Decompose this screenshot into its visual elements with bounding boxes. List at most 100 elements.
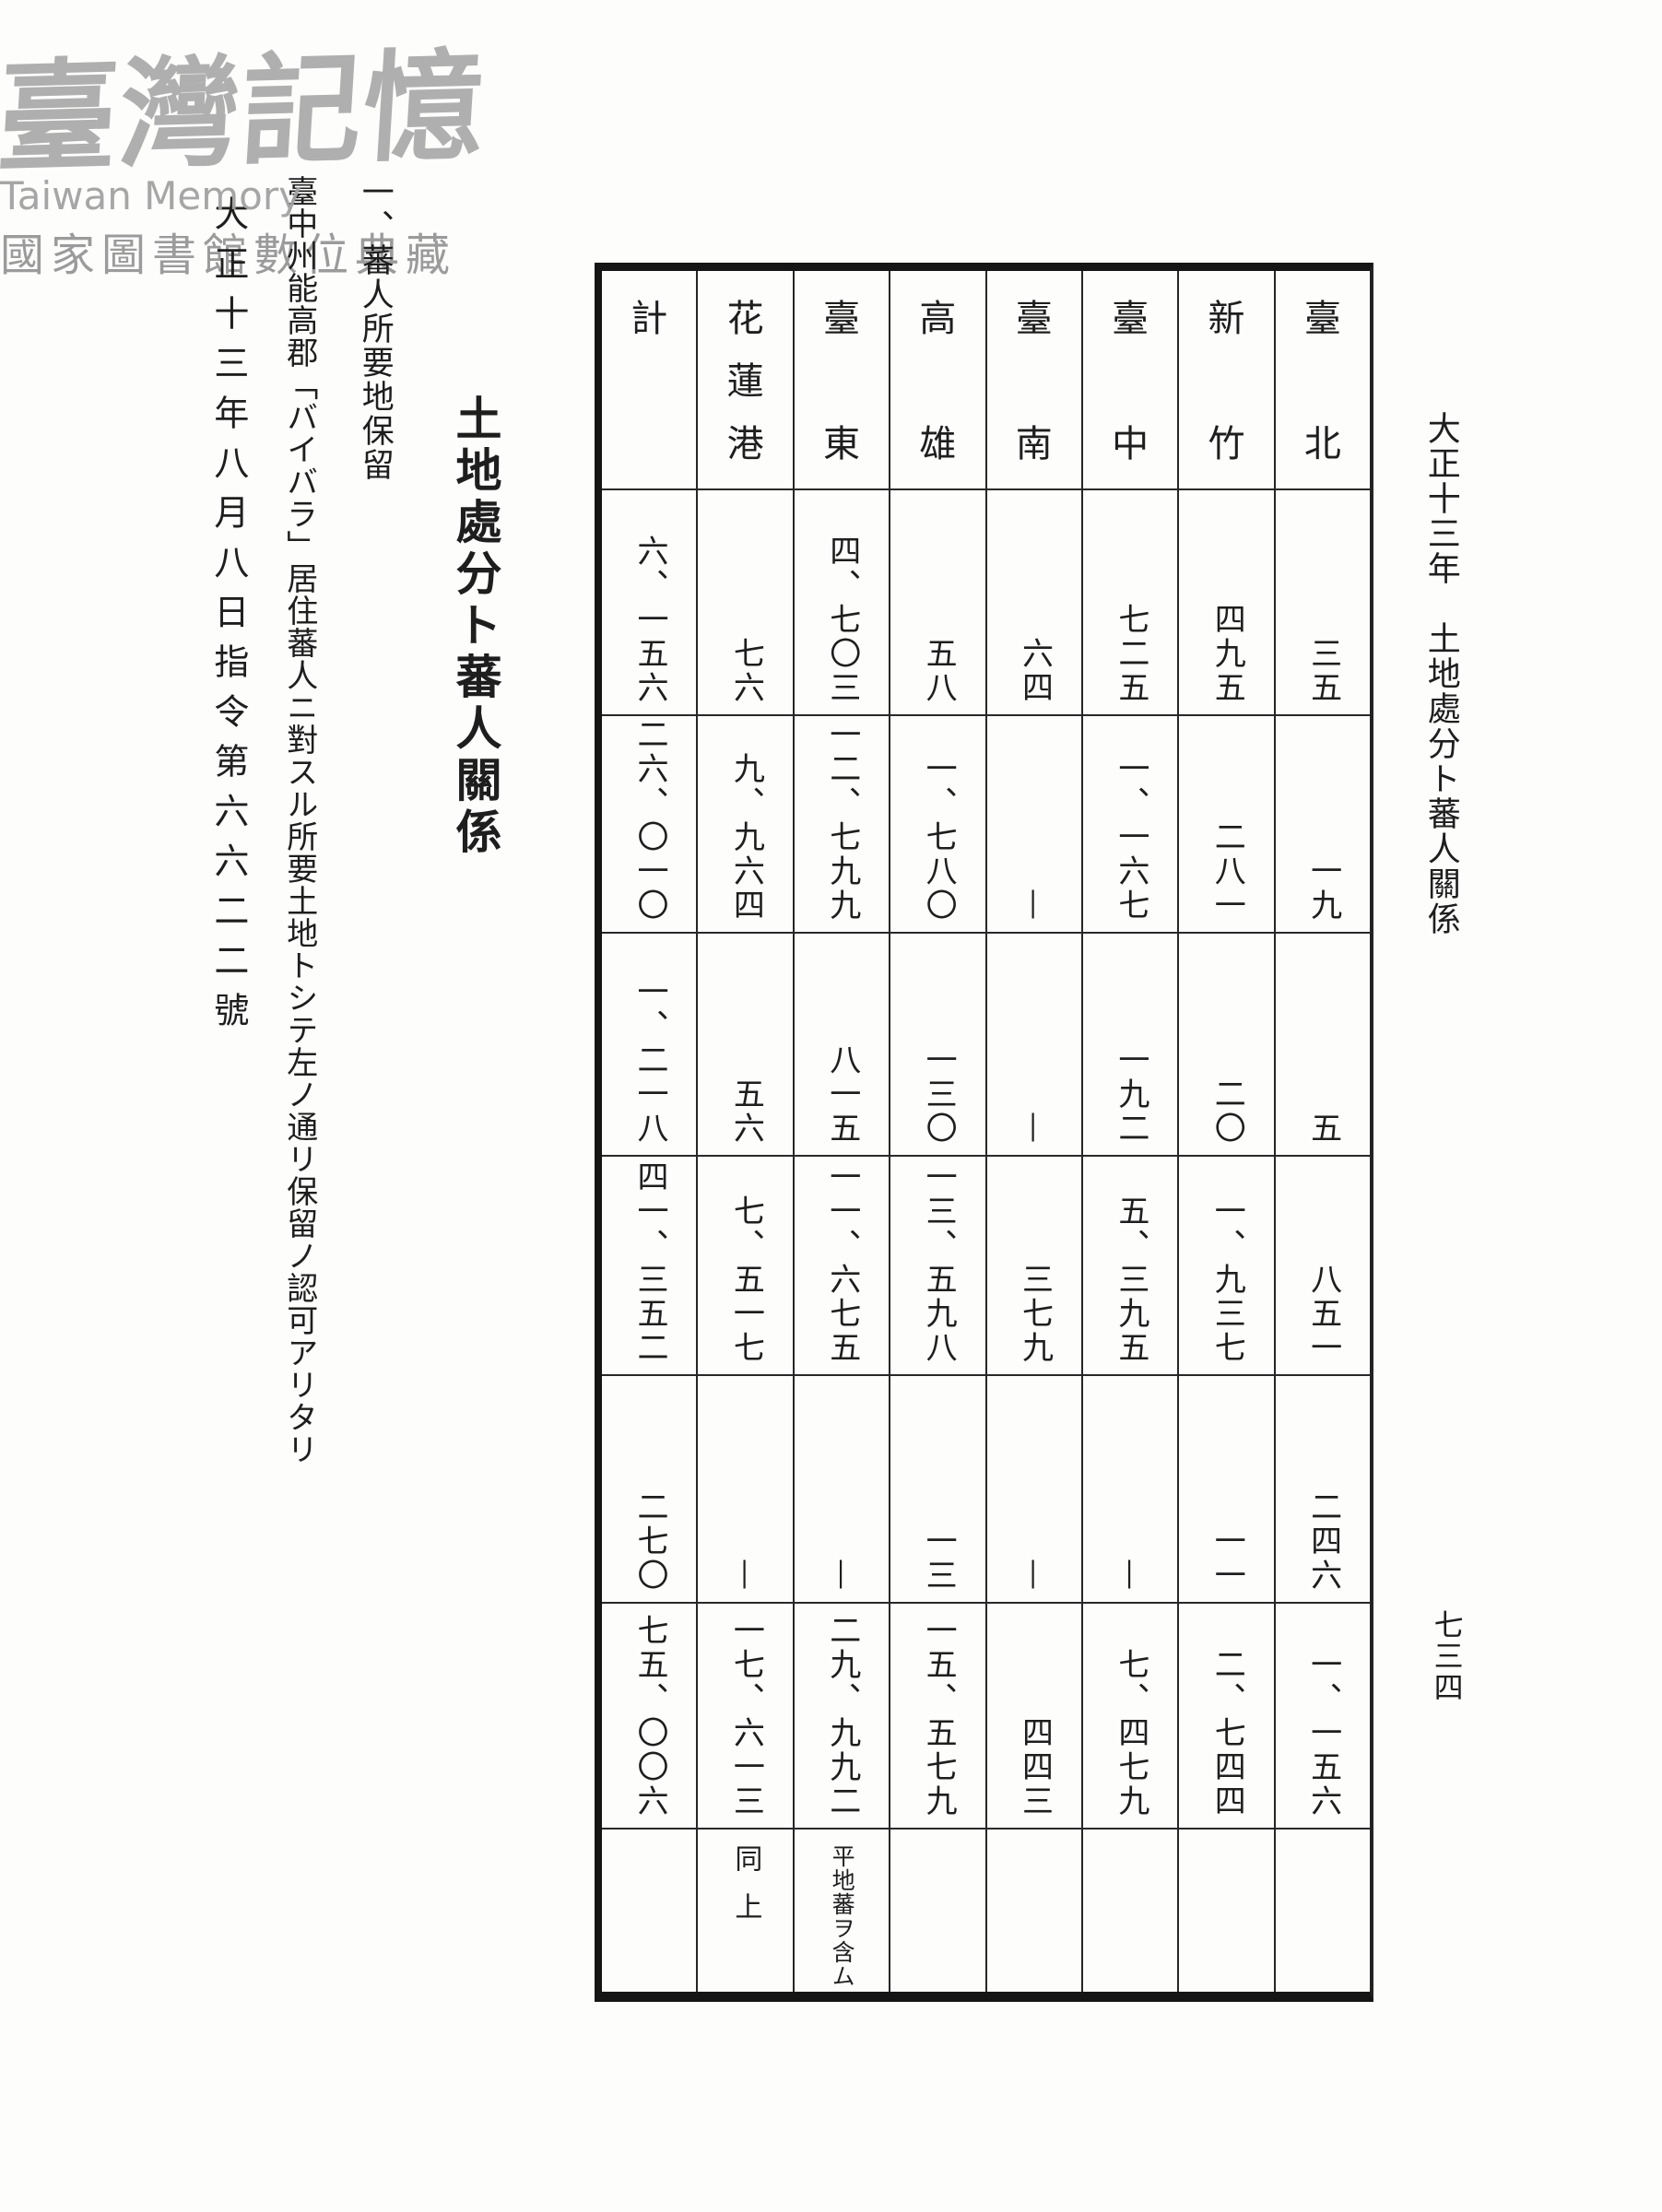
table-value-cell: 二、七四四: [1179, 1604, 1274, 1830]
row-header-prefecture: 臺南: [986, 271, 1081, 490]
table-value-cell: 一五、五七九: [890, 1604, 985, 1830]
row-header-char: 雄: [919, 423, 957, 465]
table-row: 臺中七二五 一、一六七 一九二 五、三九五 — 七、四七九: [1080, 271, 1178, 1992]
value-text: 四九五: [1208, 603, 1246, 705]
no-data-dash: —: [1016, 1112, 1054, 1146]
table-row: 臺南六四 — — 三七九 — 四四三: [984, 271, 1081, 1992]
value-text: 一九: [1304, 854, 1342, 923]
table-value-cell: 二四六: [1275, 1376, 1370, 1604]
running-header: 大正十三年 土地處分ト蕃人關係: [1421, 411, 1460, 936]
value-text: 二六、〇一〇: [631, 718, 669, 923]
table-value-cell: —: [698, 1376, 793, 1604]
table-value-cell: 一九二: [1082, 934, 1178, 1157]
row-header-prefecture: 高雄: [890, 271, 985, 490]
row-header-char: 東: [822, 423, 860, 465]
value-text: 八五一: [1304, 1263, 1342, 1365]
archive-watermark-subtitle: Taiwan Memory: [0, 173, 301, 218]
row-header-prefecture: 花蓮港: [698, 271, 793, 490]
value-text: 七五、〇〇六: [631, 1614, 669, 1818]
value-text: 一三、五九八: [920, 1160, 958, 1365]
table-value-cell: 七五、〇〇六: [602, 1604, 697, 1830]
table-note-cell: [1276, 1830, 1370, 1992]
table-note-cell: [1083, 1830, 1177, 1992]
row-header-char: 臺: [1112, 298, 1149, 340]
row-header-prefecture: 新竹: [1179, 271, 1274, 490]
value-text: 四、七〇三: [823, 535, 861, 705]
row-header-prefecture: 臺中: [1082, 271, 1178, 490]
table-note-cell: [987, 1830, 1081, 1992]
value-text: 二八一: [1208, 820, 1246, 923]
table-value-cell: 九、九六四: [698, 716, 793, 934]
table-value-cell: 四四三: [986, 1604, 1081, 1830]
table-value-cell: 一二、七九九: [794, 716, 890, 934]
value-text: 一、一五六: [1304, 1648, 1342, 1818]
value-text: 一、九三七: [1208, 1194, 1246, 1365]
row-header-char: 花: [726, 298, 764, 340]
row-header-char: 臺: [822, 298, 860, 340]
row-header-char: 港: [726, 423, 764, 465]
row-header-char: 中: [1112, 423, 1149, 465]
table-row: 臺北三五一九五八五一二四六一、一五六: [1273, 271, 1370, 1992]
row-header-char: 臺: [1303, 298, 1341, 340]
value-text: 六四: [1016, 637, 1054, 705]
row-header-char: 計: [631, 298, 668, 340]
table-value-cell: 一一、六七五: [794, 1157, 890, 1376]
value-text: 一、一六七: [1112, 752, 1149, 923]
section-heading: 一、蕃人所要地保留: [356, 175, 394, 482]
table-value-cell: 四一、三五二: [602, 1157, 697, 1376]
value-text: 二、七四四: [1208, 1648, 1246, 1818]
value-text: 一三〇: [920, 1043, 958, 1146]
table-value-cell: 七六: [698, 490, 793, 716]
value-text: 七二五: [1112, 603, 1149, 705]
no-data-dash: —: [727, 1559, 765, 1593]
value-text: 七、五一七: [727, 1194, 765, 1365]
table-value-cell: 三五: [1275, 490, 1370, 716]
table-value-cell: 七、四七九: [1082, 1604, 1178, 1830]
page-number: 七三四: [1429, 1609, 1465, 1703]
table-value-cell: 六、一五六: [602, 490, 697, 716]
table-row: 計六、一五六 二六、〇一〇 一、二一八 四一、三五二 二七〇 七五、〇〇六: [602, 271, 697, 1992]
value-text: 二四六: [1304, 1490, 1342, 1593]
value-text: 五: [1304, 1112, 1342, 1146]
table-note-cell: 平地蕃ヲ含ム: [795, 1830, 889, 1992]
table-value-cell: 一七、六一三: [698, 1604, 793, 1830]
table-value-cell: 四、七〇三: [794, 490, 890, 716]
table-value-cell: —: [986, 716, 1081, 934]
value-text: 五六: [727, 1077, 765, 1146]
table-note-cell: [890, 1830, 984, 1992]
table-value-cell: 七二五: [1082, 490, 1178, 716]
row-header-char: 竹: [1208, 423, 1245, 465]
no-data-dash: —: [1016, 888, 1054, 923]
value-text: 二九、九九二: [823, 1614, 861, 1818]
note-text: 平地蕃ヲ含ム: [829, 1844, 856, 1988]
row-header-prefecture: 臺北: [1275, 271, 1370, 490]
table-value-cell: 一、九三七: [1179, 1157, 1274, 1376]
table-value-cell: 一、一五六: [1275, 1604, 1370, 1830]
table-value-cell: —: [986, 1376, 1081, 1604]
table-value-cell: 七、五一七: [698, 1157, 793, 1376]
table-value-cell: 一、二一八: [602, 934, 697, 1157]
value-text: 五、三九五: [1112, 1194, 1149, 1365]
value-text: 八一五: [823, 1043, 861, 1146]
value-text: 一五、五七九: [920, 1614, 958, 1818]
table-value-cell: 二九、九九二: [794, 1604, 890, 1830]
row-header-char: 南: [1015, 423, 1053, 465]
table-value-cell: 一三〇: [890, 934, 985, 1157]
no-data-dash: —: [1016, 1559, 1054, 1593]
table-value-cell: —: [986, 934, 1081, 1157]
value-text: 一三: [920, 1524, 958, 1593]
value-text: 一九二: [1112, 1043, 1149, 1146]
table-row: 新竹四九五二八一二〇一、九三七一一二、七四四: [1177, 271, 1274, 1992]
table-value-cell: 二〇: [1179, 934, 1274, 1157]
row-header-char: 蓮: [726, 360, 764, 403]
table-value-cell: 八五一: [1275, 1157, 1370, 1376]
value-text: 五八: [920, 637, 958, 705]
value-text: 七六: [727, 637, 765, 705]
table-value-cell: 一一: [1179, 1376, 1274, 1604]
value-text: 四一、三五二: [631, 1160, 669, 1365]
table-value-cell: 五: [1275, 934, 1370, 1157]
table-value-cell: 一、一六七: [1082, 716, 1178, 934]
digital-archive-footer: 國家圖書館數位典藏: [0, 229, 457, 281]
value-text: 一一: [1208, 1524, 1246, 1593]
table-value-cell: 一三、五九八: [890, 1157, 985, 1376]
